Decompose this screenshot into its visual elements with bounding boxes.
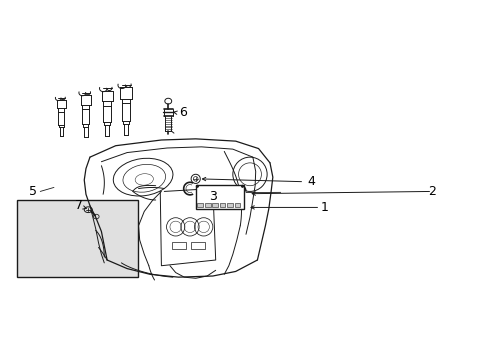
Text: 6: 6	[179, 106, 187, 119]
Bar	[204, 203, 210, 207]
Circle shape	[241, 185, 243, 187]
Circle shape	[196, 185, 198, 187]
Text: 7: 7	[75, 199, 83, 212]
Text: 3: 3	[208, 189, 216, 203]
Bar	[191, 242, 205, 248]
Bar	[226, 203, 232, 207]
Bar	[171, 242, 185, 248]
Bar	[219, 203, 225, 207]
Text: 2: 2	[427, 185, 435, 198]
Bar	[234, 203, 240, 207]
Bar	[195, 185, 244, 208]
Text: 5: 5	[29, 185, 37, 198]
Bar	[17, 199, 138, 277]
Text: 1: 1	[320, 201, 327, 214]
Text: 4: 4	[307, 175, 315, 188]
Bar	[197, 203, 203, 207]
Bar	[212, 203, 218, 207]
